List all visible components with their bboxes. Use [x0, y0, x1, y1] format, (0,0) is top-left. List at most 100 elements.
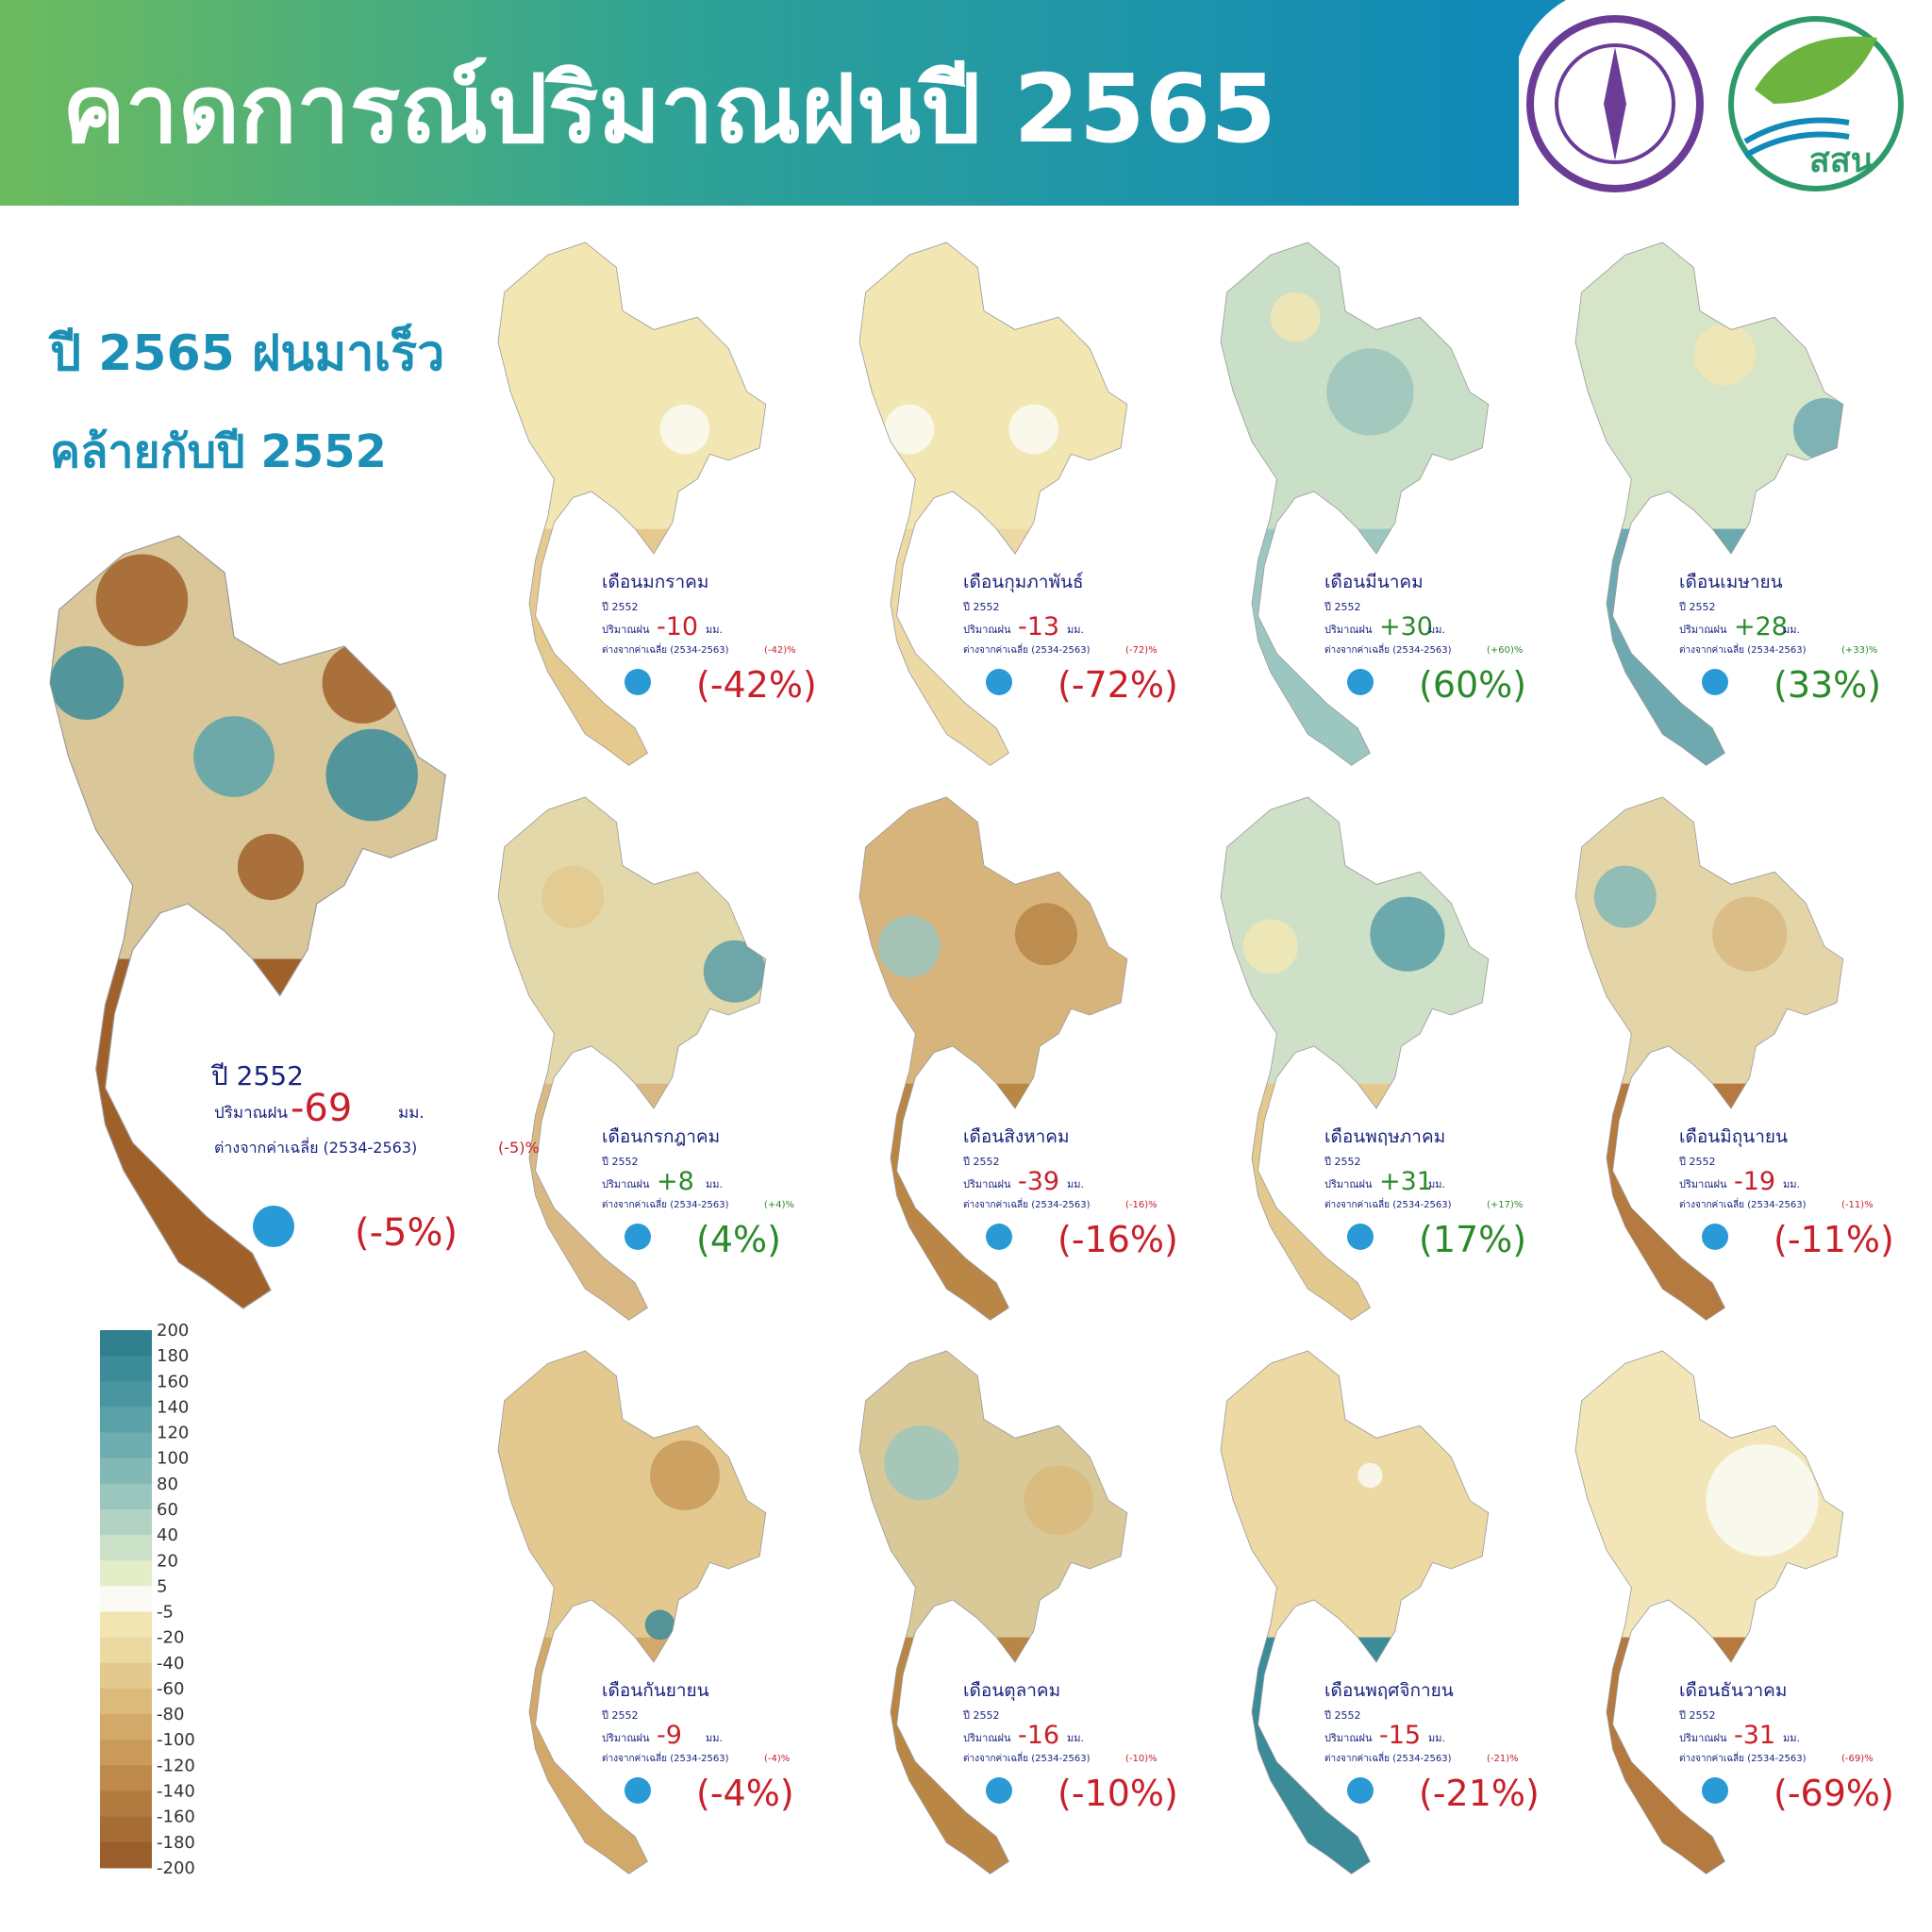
month-diff-small: (-11)%	[1841, 1200, 1874, 1210]
legend-label: 200	[157, 1321, 189, 1341]
legend: 200 180 160 140 120 100 80 60 40 20 5 -5 -20 -40 -60 -8…	[100, 1321, 195, 1878]
legend-swatch	[100, 1407, 152, 1434]
month-diff-small: (-21)%	[1487, 1754, 1519, 1764]
map-outline	[497, 242, 767, 766]
month-rain-value: +30	[1379, 612, 1433, 641]
month-diff-small: (+33)%	[1841, 645, 1877, 656]
subtitle-line: ปี 2565 ฝนมาเร็ว	[48, 324, 444, 382]
month-diff-big: (-72%)	[1058, 664, 1178, 706]
annual-rain-value: -69	[291, 1087, 352, 1130]
month-name: เดือนพฤษภาคม	[1324, 1126, 1445, 1147]
month-unit: มม.	[1067, 1732, 1084, 1744]
map-blob	[95, 554, 189, 646]
month-year: ปี 2552	[1324, 601, 1361, 613]
map-blob	[644, 1609, 675, 1641]
month-diff-label: ต่างจากค่าเฉลี่ย (2534-2563)	[602, 1197, 729, 1210]
legend-label: 120	[157, 1424, 189, 1443]
legend-label: 20	[157, 1551, 178, 1571]
legend-label: 40	[157, 1525, 178, 1545]
map-blob	[884, 404, 935, 455]
annual-rain-label: ปริมาณฝน	[214, 1104, 288, 1123]
map-blob	[1015, 903, 1077, 966]
month-diff-big: (17%)	[1419, 1219, 1526, 1260]
legend-label: -200	[157, 1858, 195, 1878]
map-north	[1221, 1351, 1489, 1638]
data-logo	[1347, 669, 1374, 695]
legend-label: 60	[157, 1500, 178, 1520]
legend-label: -160	[157, 1807, 195, 1827]
legend-swatch	[100, 1637, 152, 1664]
annual-diff-label: ต่างจากค่าเฉลี่ย (2534-2563)	[214, 1137, 417, 1157]
month-unit: มม.	[1428, 624, 1445, 636]
month-name: เดือนกันยายน	[602, 1680, 709, 1701]
legend-swatch	[100, 1457, 152, 1485]
legend-swatch	[100, 1662, 152, 1690]
month-name: เดือนตุลาคม	[963, 1680, 1060, 1702]
legend-swatch	[100, 1765, 152, 1792]
annual-diff-small: (-5)%	[498, 1139, 540, 1157]
month-year: ปี 2552	[1678, 1156, 1716, 1168]
month-diff-label: ต่างจากค่าเฉลี่ย (2534-2563)	[963, 1751, 1091, 1764]
month-diff-big: (60%)	[1419, 664, 1526, 706]
month-name: เดือนกุมภาพันธ์	[963, 572, 1084, 593]
map-blob	[1712, 896, 1788, 972]
legend-swatch	[100, 1688, 152, 1715]
ministry-logo-inner	[1555, 43, 1675, 164]
map-blob	[1242, 919, 1298, 974]
map-blob	[1693, 323, 1757, 386]
month-diff-big: (33%)	[1774, 664, 1881, 706]
data-logo	[1347, 1224, 1374, 1250]
month-name: เดือนมิถุนายน	[1679, 1126, 1788, 1148]
map-outline	[1220, 1350, 1490, 1874]
month-diff-big: (-4%)	[696, 1773, 794, 1814]
month-year: ปี 2552	[601, 601, 639, 613]
month-rain-label: ปริมาณฝน	[602, 1178, 650, 1191]
month-year: ปี 2552	[1324, 1156, 1361, 1168]
data-logo	[1702, 669, 1728, 695]
header-band	[0, 0, 1519, 206]
month-rain-label: ปริมาณฝน	[1324, 624, 1373, 636]
legend-label: 160	[157, 1372, 189, 1391]
legend-swatch	[100, 1586, 152, 1613]
map-north	[498, 242, 766, 529]
legend-swatch	[100, 1483, 152, 1510]
legend-swatch	[100, 1611, 152, 1639]
month-unit: มม.	[706, 1732, 723, 1744]
month-rain-value: -16	[1018, 1721, 1059, 1750]
month-name: เดือนกรกฎาคม	[602, 1126, 720, 1147]
month-year: ปี 2552	[1678, 1709, 1716, 1722]
legend-label: 140	[157, 1397, 189, 1417]
month-diff-big: (-42%)	[696, 664, 817, 706]
month-unit: มม.	[1783, 1732, 1800, 1744]
month-rain-label: ปริมาณฝน	[1324, 1178, 1373, 1191]
data-logo	[1702, 1224, 1728, 1250]
legend-label: 80	[157, 1474, 178, 1494]
map-outline	[1574, 796, 1844, 1321]
annual-unit: มม.	[398, 1104, 425, 1123]
month-rain-label: ปริมาณฝน	[1679, 1178, 1727, 1191]
month-diff-big: (4%)	[696, 1219, 781, 1260]
map-outline	[49, 535, 446, 1309]
month-diff-label: ต่างจากค่าเฉลี่ย (2534-2563)	[602, 642, 729, 656]
month-rain-label: ปริมาณฝน	[1679, 1732, 1727, 1744]
month-diff-big: (-16%)	[1058, 1219, 1178, 1260]
map-blob	[1357, 1462, 1383, 1489]
month-rain-value: -13	[1018, 612, 1059, 641]
data-logo	[625, 1224, 651, 1250]
title: คาดการณ์ปริมาณฝนปี 2565	[62, 54, 1276, 164]
legend-swatch	[100, 1381, 152, 1407]
map-outline	[497, 796, 767, 1321]
month-rain-label: ปริมาณฝน	[963, 624, 1011, 636]
legend-label: -60	[157, 1679, 184, 1699]
maps	[49, 242, 1844, 1874]
month-diff-label: ต่างจากค่าเฉลี่ย (2534-2563)	[602, 1751, 729, 1764]
month-diff-big: (-11%)	[1774, 1219, 1894, 1260]
month-diff-small: (+4)%	[764, 1200, 794, 1210]
map-blob	[1706, 1444, 1819, 1557]
legend-swatch	[100, 1790, 152, 1818]
legend-label: -180	[157, 1833, 195, 1853]
map-outline	[1574, 242, 1844, 766]
map-blob	[541, 865, 605, 928]
map-blob	[1793, 398, 1843, 461]
